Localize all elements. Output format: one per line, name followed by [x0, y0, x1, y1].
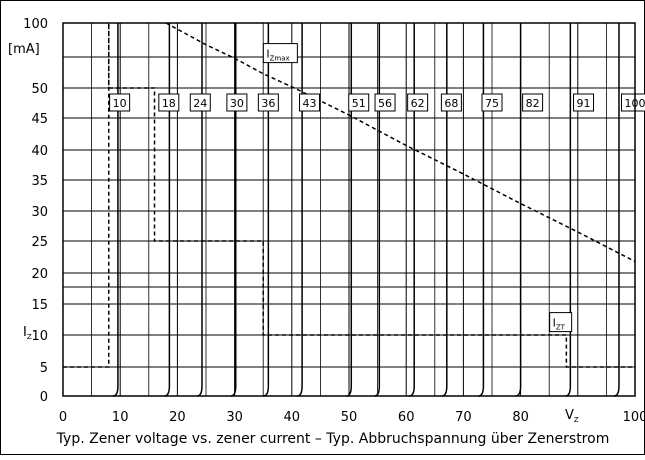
y-tick-label: 100 [23, 17, 48, 32]
series-label-I_ZT: IZT [550, 313, 572, 332]
zener-voltage-label: 51 [349, 94, 369, 111]
y-tick-label: 20 [31, 267, 48, 282]
y-tick-label: 15 [31, 298, 48, 313]
zener-voltage-text: 43 [303, 97, 317, 110]
y-tick-label: 50 [31, 82, 48, 97]
zener-voltage-text: 56 [378, 97, 392, 110]
y-tick-label: 45 [31, 112, 48, 127]
x-tick-label: 0 [59, 410, 67, 425]
y-tick-label: 5 [40, 361, 48, 376]
y-tick-label: 10 [31, 329, 48, 344]
y-unit-label: [mA] [8, 42, 40, 57]
zener-voltage-label: 36 [258, 94, 278, 111]
x-tick-label: 10 [112, 410, 129, 425]
x-tick-label: 40 [284, 410, 301, 425]
y-tick-label: 0 [40, 390, 48, 405]
x-tick-label: 30 [226, 410, 243, 425]
zener-voltage-text: 75 [485, 97, 499, 110]
x-tick-label: 70 [455, 410, 472, 425]
zener-voltage-label: 18 [159, 94, 179, 111]
zener-voltage-label: 24 [190, 94, 210, 111]
zener-voltage-label: 62 [408, 94, 428, 111]
grid [63, 23, 635, 396]
zener-voltage-text: 24 [193, 97, 207, 110]
x-axis-caption: Typ. Zener voltage vs. zener current – T… [56, 431, 610, 447]
zener-voltage-label: 43 [300, 94, 320, 111]
zener-voltage-text: 62 [411, 97, 425, 110]
zener-voltage-text: 36 [261, 97, 275, 110]
zener-voltage-label: 100 [622, 94, 645, 111]
zener-voltage-label: 30 [227, 94, 247, 111]
zener-voltage-text: 18 [162, 97, 176, 110]
y-tick-label: 30 [31, 205, 48, 220]
zener-voltage-label: 75 [482, 94, 502, 111]
zener-voltage-label: 56 [375, 94, 395, 111]
series-label-I_Zmax: IZmax [263, 44, 297, 63]
x-tick-label: 20 [169, 410, 186, 425]
zener-voltage-text: 68 [444, 97, 458, 110]
x-tick-label: 50 [341, 410, 358, 425]
y-tick-label: 25 [31, 235, 48, 250]
zener-voltage-text: 51 [352, 97, 366, 110]
zener-voltage-text: 91 [577, 97, 591, 110]
zener-voltage-text: 30 [230, 97, 244, 110]
x-tick-label: 80 [512, 410, 529, 425]
zener-voltage-text: 82 [526, 97, 540, 110]
x-tick-label: 100 [623, 410, 645, 425]
zener-voltage-label: 10 [110, 94, 130, 111]
zener-voltage-label: 68 [441, 94, 461, 111]
zener-voltage-text: 10 [113, 97, 127, 110]
y-tick-label: 40 [31, 144, 48, 159]
zener-voltage-label: 82 [523, 94, 543, 111]
zener-voltage-label: 91 [574, 94, 594, 111]
y-tick-label: 35 [31, 174, 48, 189]
x-tick-label: 60 [398, 410, 415, 425]
